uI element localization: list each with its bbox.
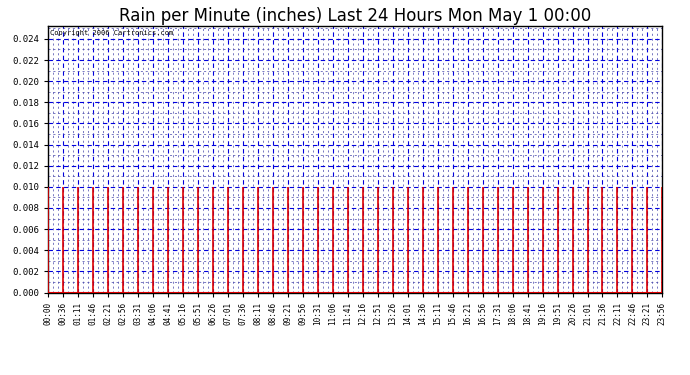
Title: Rain per Minute (inches) Last 24 Hours Mon May 1 00:00: Rain per Minute (inches) Last 24 Hours M… [119,7,591,25]
Text: Copyright 2006 Cartronics.com: Copyright 2006 Cartronics.com [50,30,173,36]
